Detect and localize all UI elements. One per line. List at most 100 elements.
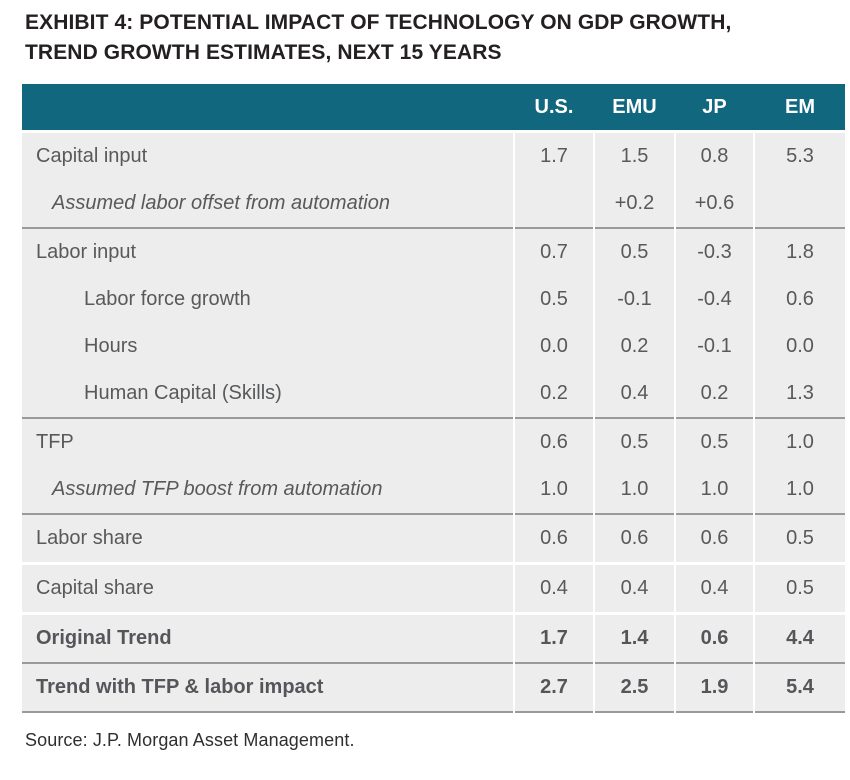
- cell-emu: 0.4: [595, 370, 674, 418]
- row-label: Labor input: [22, 229, 513, 277]
- cell-em: 1.3: [755, 370, 845, 418]
- table-row: Original Trend 1.7 1.4 0.6 4.4: [22, 615, 845, 663]
- column-header-jp: JP: [702, 95, 727, 118]
- row-label: Hours: [22, 323, 513, 371]
- section-divider-segment: [515, 513, 593, 516]
- cell-us: 0.5: [515, 276, 593, 324]
- cell-jp: -0.4: [676, 276, 753, 324]
- section-divider-segment: [595, 227, 674, 230]
- row-label: Assumed TFP boost from automation: [22, 466, 513, 514]
- cell-jp: +0.6: [676, 180, 753, 228]
- cell-jp: -0.1: [676, 323, 753, 371]
- row-label: Original Trend: [22, 615, 513, 663]
- row-label: Human Capital (Skills): [22, 370, 513, 418]
- column-header-emu: EMU: [612, 95, 657, 118]
- cell-em: 5.3: [755, 133, 845, 181]
- exhibit-title-line-2: TREND GROWTH ESTIMATES, NEXT 15 YEARS: [25, 41, 502, 65]
- row-label: TFP: [22, 419, 513, 467]
- cell-jp: 0.8: [676, 133, 753, 181]
- cell-jp: 0.5: [676, 419, 753, 467]
- section-divider-segment: [595, 417, 674, 420]
- section-divider-segment: [755, 662, 845, 665]
- section-divider: [22, 513, 845, 516]
- section-divider-segment: [22, 227, 513, 230]
- section-divider-segment: [676, 711, 753, 714]
- section-divider-segment: [22, 711, 513, 714]
- table-row: Assumed TFP boost from automation 1.0 1.0 1…: [22, 466, 845, 514]
- cell-emu: 1.5: [595, 133, 674, 181]
- table-row: Assumed labor offset from automation +0.2…: [22, 180, 845, 228]
- section-divider: [22, 417, 845, 420]
- cell-emu: 0.5: [595, 229, 674, 277]
- cell-us: 0.2: [515, 370, 593, 418]
- exhibit-page: EXHIBIT 4: POTENTIAL IMPACT OF TECHNOLOG…: [0, 8, 850, 780]
- exhibit-title-line-1: EXHIBIT 4: POTENTIAL IMPACT OF TECHNOLOG…: [25, 11, 732, 34]
- section-divider-segment: [676, 227, 753, 230]
- header-label-spacer: [22, 84, 513, 130]
- section-divider-segment: [595, 513, 674, 516]
- cell-us: 0.6: [515, 515, 593, 563]
- section-divider-segment: [755, 417, 845, 420]
- cell-emu: 0.5: [595, 419, 674, 467]
- cell-us: 1.7: [515, 133, 593, 181]
- cell-emu: 1.0: [595, 466, 674, 514]
- column-header-em: EM: [785, 95, 815, 118]
- section-divider-segment: [755, 227, 845, 230]
- cell-jp: 1.9: [676, 664, 753, 712]
- table-row: Labor input 0.7 0.5 -0.3 1.8: [22, 229, 845, 277]
- section-divider-segment: [755, 711, 845, 714]
- exhibit-title: EXHIBIT 4: POTENTIAL IMPACT OF TECHNOLOG…: [25, 8, 825, 68]
- cell-us: 1.7: [515, 615, 593, 663]
- section-divider: [22, 711, 845, 714]
- section-divider-segment: [676, 513, 753, 516]
- cell-emu: 0.4: [595, 565, 674, 613]
- cell-em: 0.5: [755, 565, 845, 613]
- section-divider-segment: [676, 662, 753, 665]
- section-divider-segment: [22, 417, 513, 420]
- section-divider: [22, 227, 845, 230]
- row-label: Capital input: [22, 133, 513, 181]
- section-divider-segment: [755, 513, 845, 516]
- table-row: Labor force growth 0.5 -0.1 -0.4 0.6: [22, 276, 845, 324]
- section-divider-segment: [595, 711, 674, 714]
- cell-em: 5.4: [755, 664, 845, 712]
- section-divider-segment: [515, 417, 593, 420]
- table-row: Human Capital (Skills) 0.2 0.4 0.2 1.3: [22, 370, 845, 418]
- cell-emu: 2.5: [595, 664, 674, 712]
- row-label: Labor share: [22, 515, 513, 563]
- row-label: Labor force growth: [22, 276, 513, 324]
- cell-em: 1.8: [755, 229, 845, 277]
- cell-us: 1.0: [515, 466, 593, 514]
- cell-emu: +0.2: [595, 180, 674, 228]
- section-divider-segment: [515, 711, 593, 714]
- section-divider-segment: [676, 417, 753, 420]
- section-divider-segment: [22, 513, 513, 516]
- cell-jp: 1.0: [676, 466, 753, 514]
- gdp-impact-table: U.S. EMU JP EM Capital input 1.7 1.5 0.8 5.3…: [22, 84, 845, 714]
- table-row: Capital share 0.4 0.4 0.4 0.5: [22, 565, 845, 613]
- row-label: Assumed labor offset from automation: [22, 180, 513, 228]
- cell-em: 0.6: [755, 276, 845, 324]
- cell-emu: -0.1: [595, 276, 674, 324]
- source-note: Source: J.P. Morgan Asset Management.: [25, 730, 355, 751]
- table-row: Hours 0.0 0.2 -0.1 0.0: [22, 323, 845, 371]
- cell-jp: 0.6: [676, 615, 753, 663]
- cell-us: 0.4: [515, 565, 593, 613]
- section-divider-segment: [515, 662, 593, 665]
- row-gap: [22, 562, 845, 566]
- section-divider-segment: [515, 227, 593, 230]
- cell-em: 1.0: [755, 419, 845, 467]
- cell-us: 0.0: [515, 323, 593, 371]
- cell-us: [515, 180, 593, 228]
- section-divider-segment: [22, 662, 513, 665]
- cell-us: 0.6: [515, 419, 593, 467]
- table-body: Capital input 1.7 1.5 0.8 5.3 Assumed labor o…: [22, 133, 845, 714]
- section-divider: [22, 662, 845, 665]
- cell-jp: 0.2: [676, 370, 753, 418]
- cell-emu: 0.6: [595, 515, 674, 563]
- cell-em: 1.0: [755, 466, 845, 514]
- cell-jp: -0.3: [676, 229, 753, 277]
- cell-jp: 0.4: [676, 565, 753, 613]
- column-header-us: U.S.: [534, 95, 574, 118]
- cell-jp: 0.6: [676, 515, 753, 563]
